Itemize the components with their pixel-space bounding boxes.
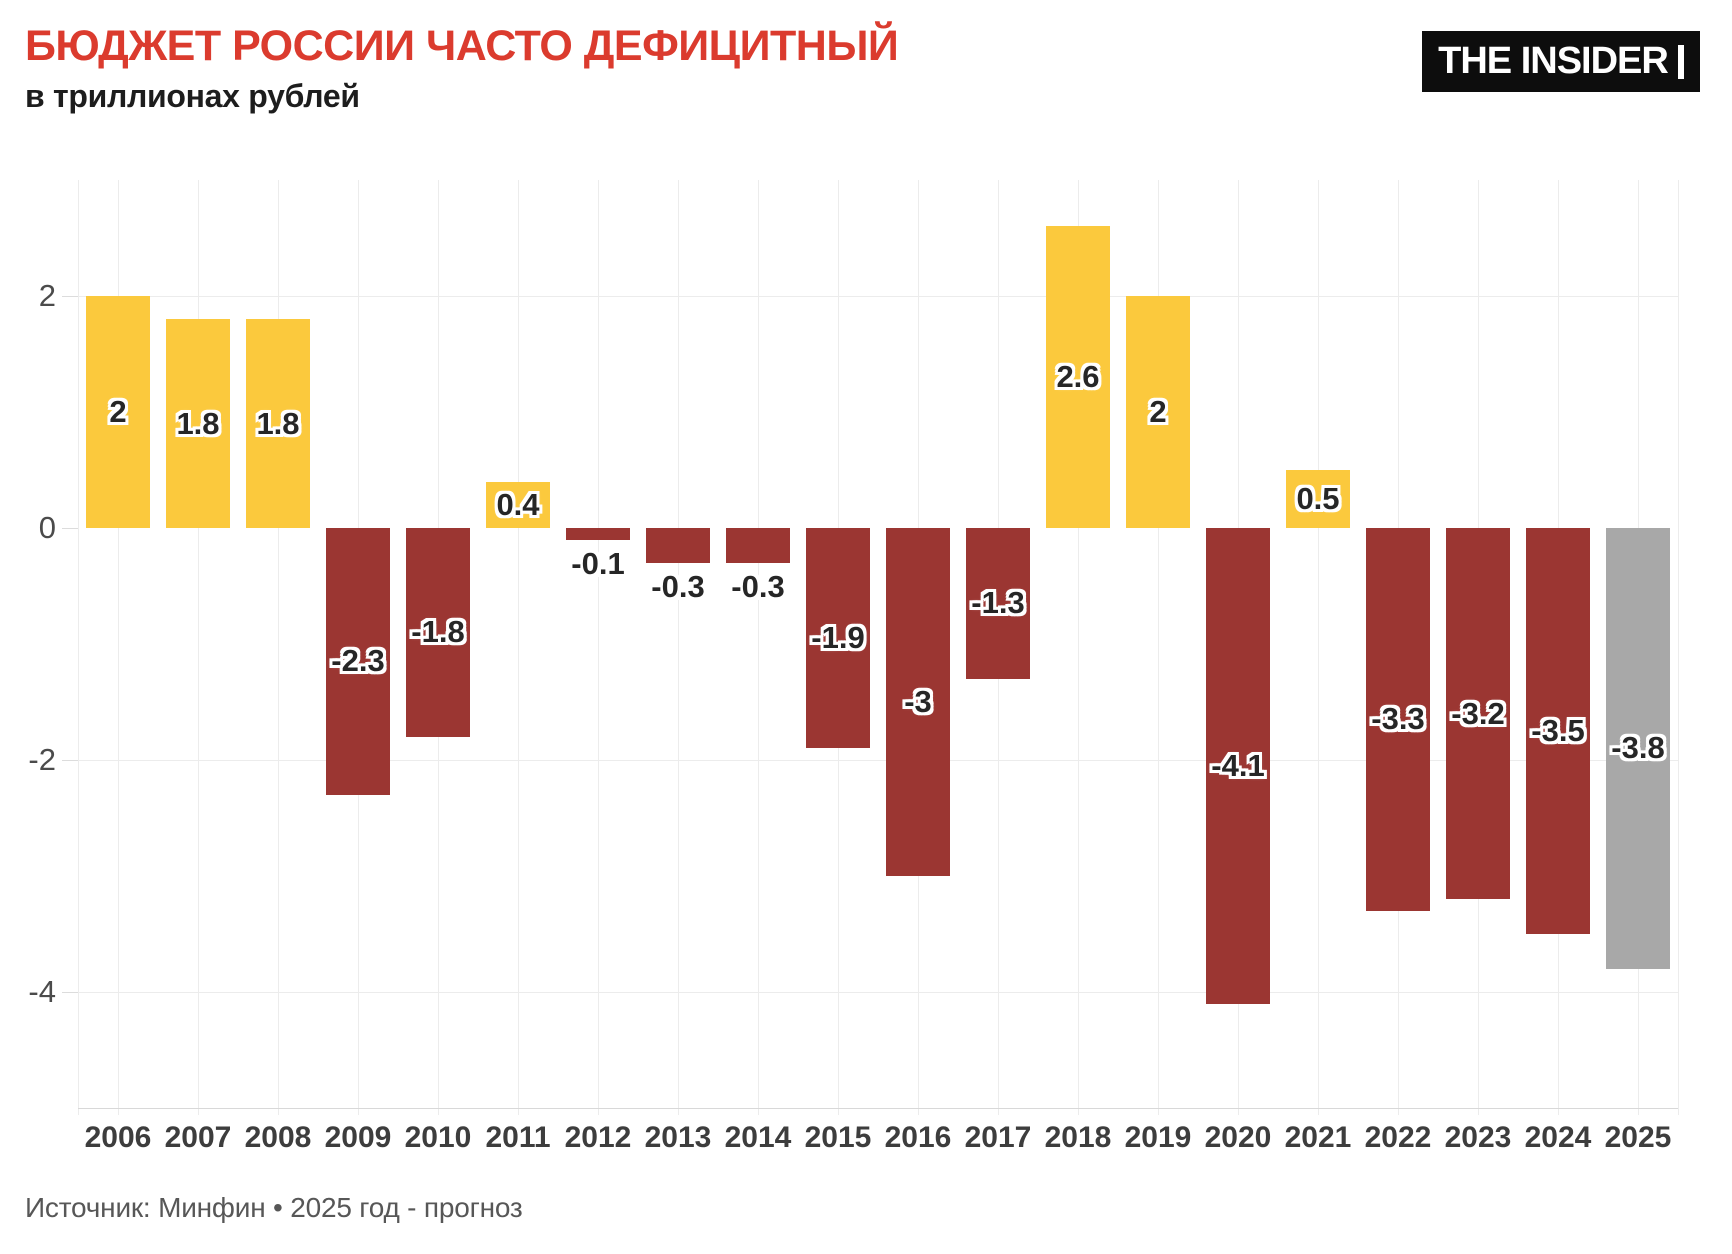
bar-2021[interactable] xyxy=(1286,470,1350,528)
h-gridline--2 xyxy=(78,760,1678,761)
bar-2025[interactable] xyxy=(1606,528,1670,969)
bar-label-2021: 0.5 xyxy=(1296,481,1340,516)
bar-label-2009: -2.3 xyxy=(331,643,385,679)
bar-label-2013: -0.3 xyxy=(651,568,705,604)
v-gridline-2013 xyxy=(678,180,679,1115)
bar-label-2008: 1.8 xyxy=(256,405,300,441)
x-axis-label-2020: 2020 xyxy=(1204,1121,1272,1154)
bar-label-2020: -4.1 xyxy=(1211,747,1265,783)
bar-2019[interactable] xyxy=(1126,296,1190,528)
bar-2020[interactable] xyxy=(1206,528,1270,1004)
bar-label-2011: 0.4 xyxy=(496,486,540,522)
bar-label-2016: -3 xyxy=(904,684,932,719)
x-axis-label-2024: 2024 xyxy=(1524,1121,1592,1154)
bar-label-2010: -1.8 xyxy=(411,614,465,650)
v-gridline-2007 xyxy=(198,180,199,1115)
v-gridline-2011 xyxy=(518,180,519,1115)
bar-2015[interactable] xyxy=(806,528,870,749)
bar-label-2025: -3.8 xyxy=(1611,730,1665,766)
plot-left-border xyxy=(78,180,79,1115)
bar-2012[interactable] xyxy=(566,528,630,540)
bar-2006[interactable] xyxy=(86,296,150,528)
bar-2013[interactable] xyxy=(646,528,710,563)
x-axis-label-2015: 2015 xyxy=(804,1121,872,1154)
y-axis-label-0: 0 xyxy=(38,510,56,545)
bar-label-2007: 1.8 xyxy=(176,405,220,441)
x-axis-label-2008: 2008 xyxy=(244,1121,312,1154)
v-gridline-2018 xyxy=(1078,180,1079,1115)
x-axis-label-2021: 2021 xyxy=(1284,1121,1352,1154)
v-gridline-2006 xyxy=(118,180,119,1115)
x-axis-label-2011: 2011 xyxy=(485,1121,551,1154)
bar-label-2022: -3.3 xyxy=(1371,701,1425,737)
the-insider-logo: THE INSIDER xyxy=(1422,31,1700,92)
x-axis-label-2006: 2006 xyxy=(84,1121,152,1154)
chart-subtitle: в триллионах рублей xyxy=(25,78,360,114)
y-tick-2 xyxy=(62,296,78,297)
x-axis-label-2022: 2022 xyxy=(1364,1121,1432,1154)
logo-cursor-bar-icon xyxy=(1677,44,1684,79)
x-axis-label-2016: 2016 xyxy=(884,1121,952,1154)
bar-2014[interactable] xyxy=(726,528,790,563)
bar-label-2017: -1.3 xyxy=(971,585,1025,621)
x-axis-label-2013: 2013 xyxy=(644,1121,712,1154)
bar-2009[interactable] xyxy=(326,528,390,795)
bar-label-2018: 2.6 xyxy=(1056,359,1100,395)
v-gridline-2019 xyxy=(1158,180,1159,1115)
bar-label-2014: -0.3 xyxy=(731,568,785,604)
x-axis-label-2017: 2017 xyxy=(964,1121,1032,1154)
x-axis-label-2012: 2012 xyxy=(564,1121,632,1154)
bar-2010[interactable] xyxy=(406,528,470,737)
x-axis-label-2007: 2007 xyxy=(164,1121,232,1154)
h-gridline-2 xyxy=(78,296,1678,297)
y-axis-label-2: 2 xyxy=(38,278,56,313)
logo-text: THE INSIDER xyxy=(1438,40,1669,82)
bar-2016[interactable] xyxy=(886,528,950,876)
v-gridline-2014 xyxy=(758,180,759,1115)
bar-label-2019: 2 xyxy=(1149,394,1167,429)
y-tick-0 xyxy=(62,528,78,529)
y-tick--4 xyxy=(62,992,78,993)
x-axis-label-2010: 2010 xyxy=(404,1121,472,1154)
bar-2008[interactable] xyxy=(246,319,310,528)
bar-2024[interactable] xyxy=(1526,528,1590,934)
h-gridline--4 xyxy=(78,992,1678,993)
x-axis-label-2018: 2018 xyxy=(1044,1121,1112,1154)
v-gridline-2012 xyxy=(598,180,599,1115)
bar-label-2024: -3.5 xyxy=(1531,713,1585,748)
bar-2017[interactable] xyxy=(966,528,1030,679)
x-axis-line xyxy=(78,1108,1678,1109)
x-axis-label-2025: 2025 xyxy=(1604,1121,1672,1154)
bar-label-2012: -0.1 xyxy=(571,545,625,581)
x-axis-label-2019: 2019 xyxy=(1124,1121,1192,1154)
page-title: БЮДЖЕТ РОССИИ ЧАСТО ДЕФИЦИТНЫЙ xyxy=(25,22,899,70)
y-axis-label--2: -2 xyxy=(28,742,56,777)
bar-2018[interactable] xyxy=(1046,226,1110,528)
bar-label-2015: -1.9 xyxy=(811,620,865,656)
source-note: Источник: Минфин • 2025 год - прогноз xyxy=(25,1192,523,1223)
bar-label-2023: -3.2 xyxy=(1451,695,1505,731)
v-gridline-2008 xyxy=(278,180,279,1115)
bar-2007[interactable] xyxy=(166,319,230,528)
y-axis-label--4: -4 xyxy=(28,974,56,1009)
x-axis-label-2014: 2014 xyxy=(724,1121,792,1154)
bar-label-2006: 2 xyxy=(109,394,127,429)
bar-2011[interactable] xyxy=(486,481,550,528)
bar-2023[interactable] xyxy=(1446,528,1510,900)
x-axis-label-2023: 2023 xyxy=(1444,1121,1512,1154)
x-axis-label-2009: 2009 xyxy=(324,1121,392,1154)
bar-2022[interactable] xyxy=(1366,528,1430,911)
plot-right-border xyxy=(1678,180,1679,1115)
y-tick--2 xyxy=(62,760,78,761)
v-gridline-2021 xyxy=(1318,180,1319,1115)
